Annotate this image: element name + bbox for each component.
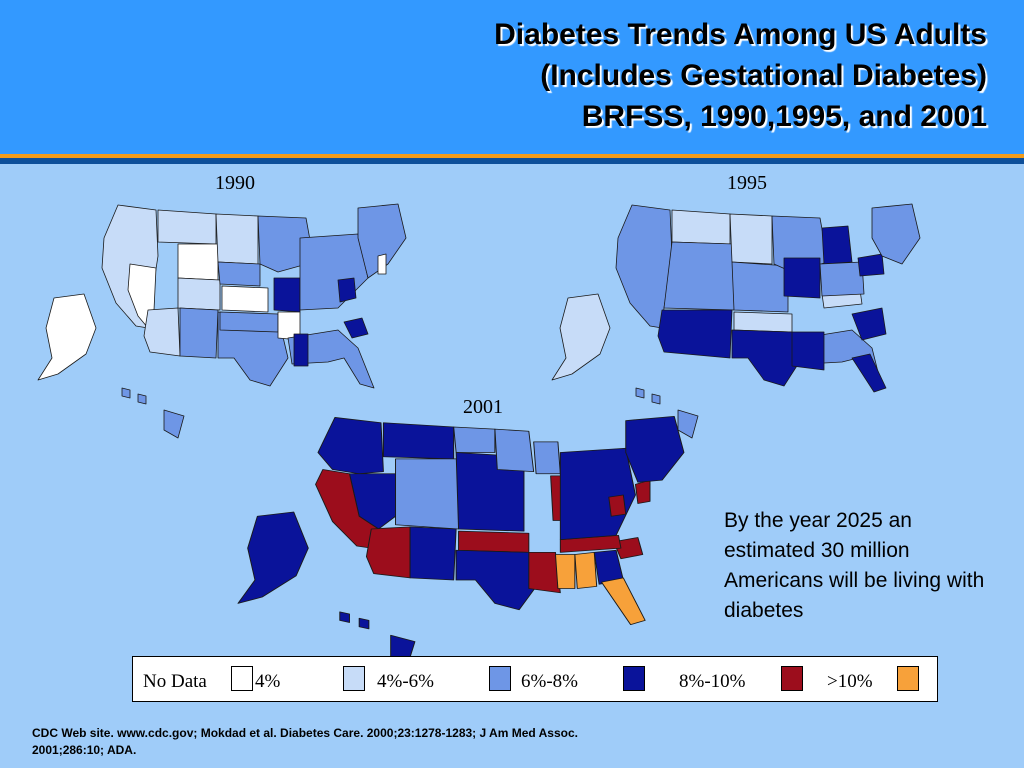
state-region-florida xyxy=(851,353,887,393)
state-region-west-coast xyxy=(615,204,673,329)
state-region-texas xyxy=(455,549,542,611)
us-map-1990 xyxy=(37,203,407,439)
map-year-label-1995: 1995 xyxy=(727,172,767,194)
legend-label-8-10pct: 8%-10% xyxy=(679,671,746,692)
state-region-hawaii xyxy=(339,611,416,666)
state-region-oklahoma xyxy=(733,311,793,333)
state-region-nebraska xyxy=(217,261,261,287)
state-region-alabama xyxy=(574,551,598,589)
state-region-south-carolina xyxy=(613,537,644,560)
map-year-label-2001: 2001 xyxy=(463,396,503,418)
slide-title-line-1: Diabetes Trends Among US Adults xyxy=(494,18,987,51)
state-region-oklahoma xyxy=(219,311,279,333)
legend-swatch-dark-blue xyxy=(623,666,645,691)
state-region-northwest xyxy=(317,417,384,475)
header-divider xyxy=(0,158,1024,164)
legend-label-over-10pct: >10% xyxy=(827,671,873,692)
state-region-colorado xyxy=(177,277,221,311)
state-region-new-mexico xyxy=(179,307,219,359)
state-region-west-virginia xyxy=(608,494,627,517)
state-region-southwest xyxy=(657,309,733,359)
state-region-mid-atlantic xyxy=(634,479,651,504)
legend-swatch-medium-blue xyxy=(489,666,511,691)
state-region-wyoming-colorado xyxy=(395,458,460,530)
state-region-plains xyxy=(731,261,789,313)
state-region-hawaii xyxy=(635,387,699,439)
state-region-hawaii xyxy=(121,387,185,439)
state-region-dakotas xyxy=(729,213,773,265)
state-region-northeast xyxy=(871,203,921,265)
legend-no-data-label: No Data xyxy=(143,671,207,692)
us-map-1995 xyxy=(551,203,921,439)
state-region-alaska xyxy=(237,511,309,604)
map-legend: No Data 4% 4%-6% 6%-8% 8%-10% >10% xyxy=(132,656,938,702)
state-region-wisconsin xyxy=(533,441,561,475)
state-region-new-jersey xyxy=(377,253,387,275)
legend-label-6-8pct: 6%-8% xyxy=(521,671,578,692)
legend-swatch-light-blue xyxy=(343,666,365,691)
slide-title-line-2: (Includes Gestational Diabetes) xyxy=(540,59,987,92)
state-region-north-dakota xyxy=(453,426,496,453)
header-accent-stripe xyxy=(0,154,1024,158)
legend-swatch-red xyxy=(781,666,803,691)
state-region-missouri xyxy=(273,277,301,313)
source-citation: CDC Web site. www.cdc.gov; Mokdad et al.… xyxy=(32,726,578,757)
state-region-mississippi xyxy=(293,333,309,367)
title-banner xyxy=(0,0,1024,154)
state-region-west-virginia xyxy=(337,277,357,303)
state-region-arizona xyxy=(365,526,411,579)
state-region-wyoming xyxy=(177,243,219,281)
state-region-pennsylvania xyxy=(857,253,885,277)
state-region-great-lakes xyxy=(299,233,369,311)
state-region-oklahoma xyxy=(458,530,530,553)
state-region-alaska xyxy=(37,293,97,381)
state-region-alaska xyxy=(551,293,611,381)
state-region-michigan xyxy=(821,225,853,265)
state-region-iowa-illinois xyxy=(783,257,821,299)
state-region-northeast xyxy=(625,415,685,483)
map-year-label-1990: 1990 xyxy=(215,172,255,194)
state-region-ohio-valley xyxy=(819,261,865,297)
projection-note: By the year 2025 an estimated 30 million… xyxy=(724,509,985,622)
state-region-mississippi xyxy=(554,554,576,589)
state-region-lower-mississippi xyxy=(791,331,825,371)
state-region-mountain xyxy=(663,241,735,311)
legend-swatch-white xyxy=(231,666,253,691)
state-region-new-mexico xyxy=(409,526,457,581)
legend-label-4pct: 4% xyxy=(255,671,281,692)
slide-title-line-3: BRFSS, 1990,1995, and 2001 xyxy=(581,100,987,133)
state-region-south-carolina xyxy=(343,317,369,339)
state-region-northeast xyxy=(357,203,407,279)
state-region-dakotas xyxy=(215,213,259,265)
state-region-montana xyxy=(382,422,455,460)
legend-label-4-6pct: 4%-6% xyxy=(377,671,434,692)
state-region-ohio-valley xyxy=(559,447,636,541)
state-region-minnesota xyxy=(494,428,535,473)
us-map-2001 xyxy=(237,415,685,666)
state-region-arkansas-louisiana xyxy=(528,551,561,594)
state-region-kansas xyxy=(221,285,269,313)
state-region-carolinas xyxy=(851,307,887,341)
state-region-texas xyxy=(731,329,803,387)
state-region-southwest xyxy=(143,307,181,357)
legend-swatch-orange xyxy=(897,666,919,691)
state-region-florida xyxy=(601,577,646,626)
state-region-montana xyxy=(157,209,217,245)
state-region-montana xyxy=(671,209,731,245)
